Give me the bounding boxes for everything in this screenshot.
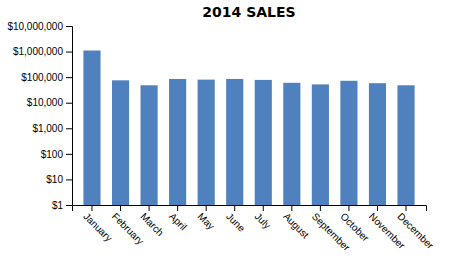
y-tick: $1,000,000 (13, 46, 72, 57)
bar (226, 79, 243, 205)
y-tick-mark (66, 205, 72, 206)
bar (397, 85, 414, 205)
x-tick-label: June (224, 211, 247, 234)
x-tick-mark (406, 205, 407, 211)
x-tick-mark (149, 205, 150, 211)
chart: $1 $10 $100 $1,000 $10,000 $100,000 $1,000,000… (0, 0, 474, 259)
bar (141, 85, 158, 205)
bar (312, 84, 329, 205)
x-tick-mark (120, 205, 121, 211)
x-tick: December (395, 205, 436, 252)
title: 2014 SALES (202, 4, 295, 20)
x-tick-mark (234, 205, 235, 211)
x-tick: August (281, 205, 311, 241)
x-tick-label: April (167, 211, 189, 233)
bar (255, 80, 272, 205)
y-tick-mark (66, 77, 72, 78)
y-tick-label: $10,000 (27, 97, 64, 108)
y-tick-mark (66, 52, 72, 53)
y-tick-mark (66, 128, 72, 129)
y-tick-label: $1,000 (32, 123, 63, 134)
y-tick-label: $1,000,000 (13, 46, 63, 57)
x-axis: JanuaryFebruaryMarchApril May June July Augu… (73, 205, 437, 253)
bars (83, 51, 414, 205)
x-tick-mark (348, 205, 349, 211)
y-tick-label: $100 (41, 149, 64, 160)
y-tick-label: $100,000 (21, 72, 63, 83)
x-tick: July (253, 205, 273, 231)
x-tick: October (338, 205, 371, 244)
x-tick: March (138, 205, 165, 238)
x-tick-mark (206, 205, 207, 211)
y-tick-label: $10 (46, 174, 63, 185)
y-axis: $1 $10 $100 $1,000 $10,000 $100,000 $1,000,000… (7, 21, 72, 211)
y-axis-line (66, 27, 73, 206)
bar (83, 51, 100, 205)
y-tick-mark (66, 26, 72, 27)
x-tick: June (224, 205, 247, 234)
y-tick-mark (66, 179, 72, 180)
y-tick-label: $10,000,000 (7, 21, 63, 32)
x-tick-label: October (338, 211, 371, 244)
x-tick-mark (177, 205, 178, 211)
y-tick-mark (66, 103, 72, 104)
y-tick: $10 (46, 174, 72, 185)
bar (369, 83, 386, 205)
x-tick-label: December (395, 211, 436, 252)
x-tick-label: January (81, 211, 114, 244)
x-tick-mark (91, 205, 92, 211)
x-tick-mark (263, 205, 264, 211)
y-tick: $10,000 (27, 97, 72, 108)
bar (169, 79, 186, 205)
x-tick: April (167, 205, 189, 233)
y-tick-mark (66, 154, 72, 155)
bar (283, 83, 300, 205)
y-tick: $100,000 (21, 72, 72, 83)
x-tick-label: March (138, 211, 165, 238)
x-tick: January (81, 205, 114, 244)
y-tick: $100 (41, 149, 72, 160)
bar (340, 81, 357, 205)
x-tick-label: July (253, 211, 273, 231)
y-tick: $1,000 (32, 123, 72, 134)
bar (112, 80, 129, 205)
x-axis-line (73, 206, 427, 212)
plot: $1 $10 $100 $1,000 $10,000 $100,000 $1,000,000… (7, 21, 436, 254)
x-tick: February (110, 205, 146, 247)
bar (198, 80, 215, 205)
y-tick: $10,000,000 (7, 21, 72, 32)
x-tick-label: August (281, 211, 311, 241)
x-tick: May (196, 205, 217, 232)
x-tick-label: May (196, 211, 217, 232)
x-tick-mark (291, 205, 292, 211)
x-tick-mark (377, 205, 378, 211)
y-tick-label: $1 (52, 200, 64, 211)
x-tick-mark (320, 205, 321, 211)
y-tick: $1 (52, 200, 72, 211)
